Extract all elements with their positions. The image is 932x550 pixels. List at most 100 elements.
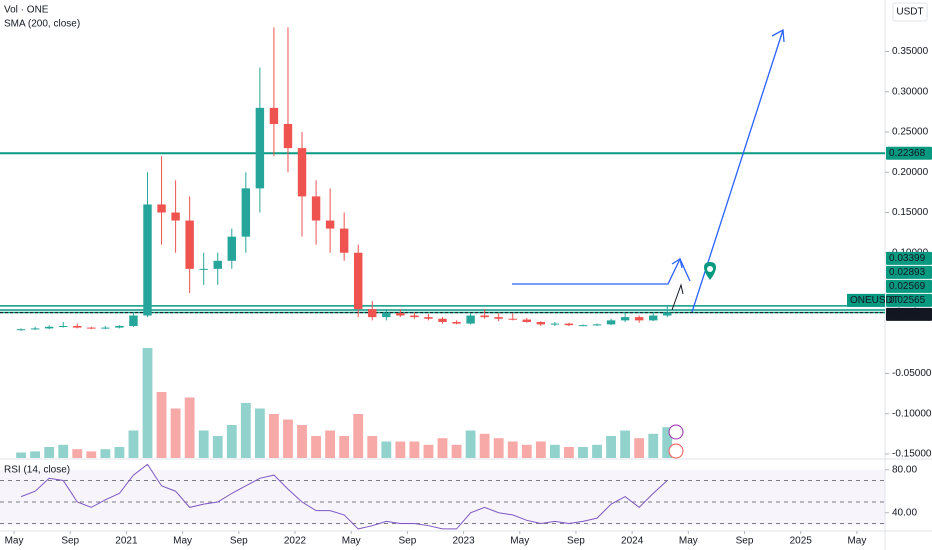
legend-sma: SMA (200, close): [4, 19, 80, 30]
candle-body: [368, 309, 377, 318]
candle-body: [311, 196, 321, 221]
candle-body: [44, 326, 54, 329]
x-tick-label: Sep: [567, 536, 585, 547]
volume-bar: [86, 451, 97, 458]
candle-body: [339, 228, 349, 253]
candle-body: [466, 315, 475, 324]
volume-bar: [142, 348, 153, 458]
x-tick-label: Sep: [736, 536, 754, 547]
currency: USDT: [896, 7, 923, 18]
volume-bar: [549, 444, 560, 458]
price-tag: [886, 293, 932, 307]
candle-body: [354, 252, 363, 310]
volume-bar: [198, 430, 209, 458]
volume-bar: [100, 449, 111, 458]
volume-bar: [212, 436, 223, 458]
price-tag: [886, 279, 932, 293]
rsi-title: RSI (14, close): [4, 465, 70, 476]
candle-body: [269, 107, 279, 124]
candle-body: [452, 321, 461, 324]
volume-bar: [114, 447, 125, 458]
candle-body: [143, 204, 152, 316]
volume-bar: [16, 452, 26, 458]
y-tick-label: 0.15000: [892, 207, 929, 218]
candle-body: [410, 315, 419, 318]
volume-bar: [297, 425, 307, 458]
x-tick-label: May: [510, 536, 529, 547]
volume-bar: [30, 451, 41, 458]
x-tick-label: May: [173, 536, 192, 547]
x-tick-label: 2023: [452, 536, 475, 547]
y-tick-label: 0.25000: [892, 127, 929, 138]
candle-body: [663, 312, 672, 316]
candle-body: [73, 325, 82, 328]
candle-body: [382, 313, 391, 318]
volume-bar: [648, 433, 659, 458]
volume-bar: [465, 430, 476, 458]
volume-bar: [367, 436, 378, 458]
candle-body: [620, 317, 630, 321]
x-tick-label: May: [679, 536, 698, 547]
volume-bar: [662, 427, 673, 458]
y-tick-label: -0.10000: [892, 408, 932, 419]
volume-bar: [128, 430, 139, 458]
y-tick-label: -0.05000: [892, 368, 932, 379]
candle-body: [59, 325, 68, 327]
y-tick-label: 0.20000: [892, 167, 929, 178]
price-tag: [886, 146, 932, 160]
volume-bar: [535, 441, 546, 458]
price-tag: [886, 251, 932, 265]
candle-body: [424, 317, 433, 319]
price-tag: [886, 307, 932, 321]
x-tick-label: 2025: [790, 536, 813, 547]
rsi-band: [0, 470, 885, 525]
y-tick-label: 0.30000: [892, 86, 929, 97]
volume-bar: [395, 441, 406, 458]
countdown: 1d 19h: [889, 307, 920, 318]
x-tick-label: 2024: [621, 536, 644, 547]
pin-icon: [707, 266, 713, 272]
rsi-line: [20, 463, 668, 530]
volume-bar: [353, 414, 364, 458]
candle-body: [494, 317, 503, 319]
x-tick-label: Sep: [230, 536, 248, 547]
volume-bar: [451, 444, 462, 458]
volume-bar: [564, 447, 574, 458]
volume-bar: [283, 419, 293, 458]
candle-body: [185, 220, 194, 269]
volume-bar: [381, 441, 392, 458]
volume-bar: [254, 408, 265, 458]
candle-body: [564, 323, 574, 326]
candle-body: [199, 268, 208, 270]
candle-body: [480, 315, 489, 318]
arrow-head: [771, 28, 785, 43]
rsi-tick-label: 80.00: [892, 464, 917, 475]
event-icon: [668, 424, 684, 440]
volume-bar: [44, 447, 55, 458]
candle-body: [241, 188, 251, 237]
volume-bar: [184, 397, 195, 458]
legend-volume: Vol · ONE: [4, 5, 49, 16]
event-icon: [668, 443, 684, 459]
candle-body: [16, 329, 26, 331]
price-tag-label: 0.03399: [889, 253, 926, 264]
x-tick-label: 2022: [284, 536, 307, 547]
currency-box: [892, 2, 928, 22]
x-tick-label: Sep: [398, 536, 416, 547]
symbol-tag-label: ONEUSDT: [850, 295, 899, 306]
volume-bar: [578, 447, 588, 458]
x-tick-label: May: [5, 536, 24, 547]
price-tag-label: 0.02565: [889, 295, 926, 306]
volume-bar: [409, 441, 420, 458]
candle-body: [171, 212, 180, 221]
volume-bar: [170, 408, 181, 458]
volume-bar: [72, 449, 83, 458]
symbol-tag: [847, 293, 885, 307]
volume-bar: [226, 425, 237, 458]
x-tick-label: Sep: [61, 536, 79, 547]
candle-body: [213, 260, 222, 269]
price-tag: [886, 265, 932, 279]
volume-bar: [325, 430, 336, 458]
